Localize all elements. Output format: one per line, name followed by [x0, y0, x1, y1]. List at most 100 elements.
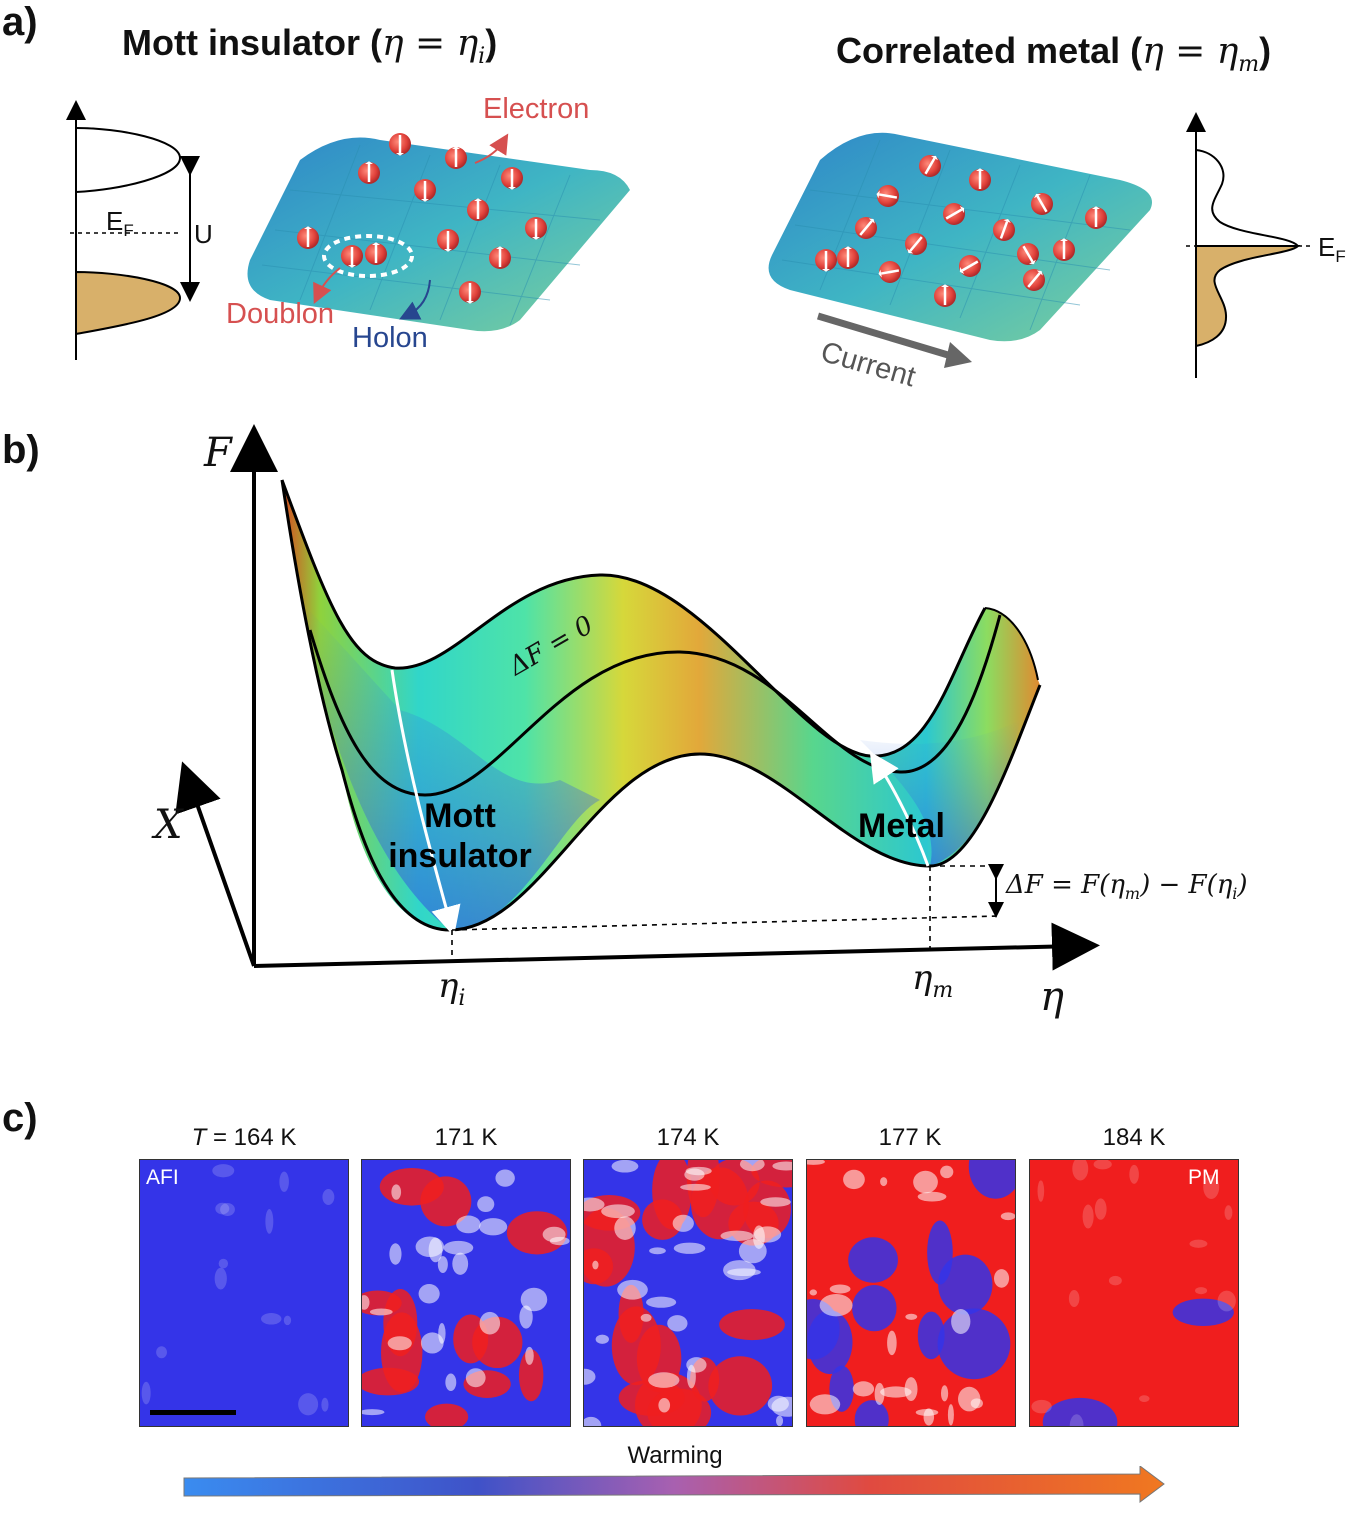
domain-wall-speckle: [1031, 1399, 1052, 1414]
domain-wall-speckle: [298, 1393, 319, 1416]
dos-left: [66, 100, 200, 360]
spin-arrow: [859, 220, 873, 236]
spin-arrowhead: [304, 226, 312, 229]
domain-blob: [852, 1284, 897, 1332]
spin-arrowhead: [976, 168, 984, 171]
domain-wall-speckle: [646, 1296, 677, 1308]
domain-wall-speckle: [389, 1243, 402, 1265]
domain-wall-speckle: [1224, 1205, 1233, 1220]
afi-tag: AFI: [146, 1166, 179, 1189]
panel-a-graphics: [66, 100, 1310, 378]
domain-wall-speckle: [1093, 1159, 1112, 1170]
domain-blob: [848, 1237, 898, 1283]
warming-arrow: [183, 1466, 1165, 1503]
domain-map: [1029, 1156, 1239, 1447]
dos-right: [1186, 112, 1310, 378]
domain-wall-speckle: [776, 1415, 784, 1427]
domain-wall-speckle: [220, 1202, 235, 1217]
domain-blob: [381, 1312, 423, 1393]
domain-wall-speckle: [940, 1165, 954, 1179]
domain-wall-speckle: [452, 1252, 469, 1275]
domain-wall-speckle: [595, 1334, 609, 1344]
domain-wall-speckle: [905, 1313, 918, 1320]
tick-eta-m: ηm: [912, 958, 954, 1003]
mott-insulator-title: Mott insulator (η = ηi): [122, 22, 498, 70]
spin-arrowhead: [348, 265, 356, 268]
spin-arrowhead: [868, 218, 875, 224]
spin-arrowhead: [844, 246, 852, 249]
axis-X-label: X: [154, 802, 183, 848]
domain-wall-speckle: [1037, 1180, 1045, 1202]
domain-wall-speckle: [477, 1196, 495, 1213]
domain-wall-speckle: [753, 1226, 782, 1243]
domain-wall-speckle: [391, 1184, 402, 1200]
doublon-label: Doublon: [226, 298, 335, 330]
temperature-label: 171 K: [434, 1124, 498, 1151]
domain-blob: [611, 1306, 661, 1386]
spin-arrow: [909, 236, 923, 252]
domain-wall-speckle: [479, 1218, 508, 1236]
domain-blob: [1172, 1298, 1234, 1327]
spin-arrowhead: [931, 155, 938, 161]
domain-wall-speckle: [720, 1230, 754, 1242]
gap-label: U: [194, 219, 213, 249]
domain-wall-speckle: [923, 1408, 935, 1426]
spin-arrowhead: [421, 199, 429, 202]
domain-blob: [642, 1199, 683, 1240]
electron-spins-mott: [297, 133, 547, 304]
domain-wall-speckle: [880, 1177, 888, 1187]
spin-arrow: [999, 221, 1009, 239]
electron-label: Electron: [483, 93, 590, 125]
domain-blob: [420, 1176, 472, 1227]
holon-label: Holon: [352, 322, 428, 354]
axis-eta-label: η: [1040, 974, 1064, 1020]
spin-arrowhead: [941, 284, 949, 287]
tick-eta-i: ηi: [438, 966, 466, 1011]
domain-wall-speckle: [465, 1368, 486, 1388]
domain-wall-speckle: [141, 1381, 151, 1405]
domain-blob: [425, 1403, 469, 1431]
panel-a-label: a): [2, 0, 38, 44]
spin-arrow: [880, 269, 900, 275]
domain-wall-speckle: [951, 1309, 971, 1335]
spin-arrowhead: [532, 237, 540, 240]
domain-wall-speckle: [601, 1204, 635, 1219]
spin-arrowhead: [1092, 206, 1100, 209]
domain-blob: [927, 1220, 953, 1285]
spin-arrow: [924, 157, 936, 175]
domain-wall-speckle: [415, 1236, 445, 1258]
domain-wall-speckle: [614, 1216, 636, 1240]
domain-wall-speckle: [667, 1315, 688, 1332]
domain-wall-speckle: [727, 1268, 761, 1277]
domain-wall-speckle: [549, 1236, 570, 1246]
domain-wall-speckle: [265, 1209, 274, 1234]
domain-blob: [708, 1356, 773, 1416]
domain-wall-speckle: [904, 1377, 918, 1401]
domain-wall-speckle: [1139, 1395, 1150, 1403]
domain-wall-speckle: [369, 1308, 393, 1316]
spin-arrowhead: [822, 269, 830, 272]
electron-spins-metal: [815, 155, 1107, 307]
domain-map: [139, 1159, 349, 1427]
spin-arrowhead: [1034, 193, 1041, 199]
domain-wall-speckle: [456, 1215, 481, 1234]
domain-wall-speckle: [495, 1169, 515, 1187]
domain-wall-speckle: [520, 1287, 548, 1312]
spin-arrowhead: [1036, 270, 1043, 276]
domain-wall-speckle: [611, 1159, 639, 1173]
metal-region: Metal: [858, 807, 945, 845]
domain-wall-speckle: [738, 1239, 767, 1264]
fermi-level-right: EF: [1318, 232, 1346, 267]
domain-wall-speckle: [917, 1191, 947, 1202]
domain-wall-speckle: [1217, 1290, 1236, 1312]
domain-wall-speckle: [1082, 1204, 1094, 1229]
domain-wall-speckle: [958, 1386, 981, 1412]
domain-wall-speckle: [649, 1247, 666, 1255]
spin-arrowhead: [372, 242, 380, 245]
domain-wall-speckle: [418, 1284, 440, 1304]
spin-arrowhead: [452, 146, 460, 149]
domain-blob: [719, 1309, 785, 1341]
domain-map: [353, 1159, 571, 1431]
domain-wall-speckle: [479, 1311, 501, 1335]
domain-wall-speckle: [1203, 1174, 1220, 1200]
